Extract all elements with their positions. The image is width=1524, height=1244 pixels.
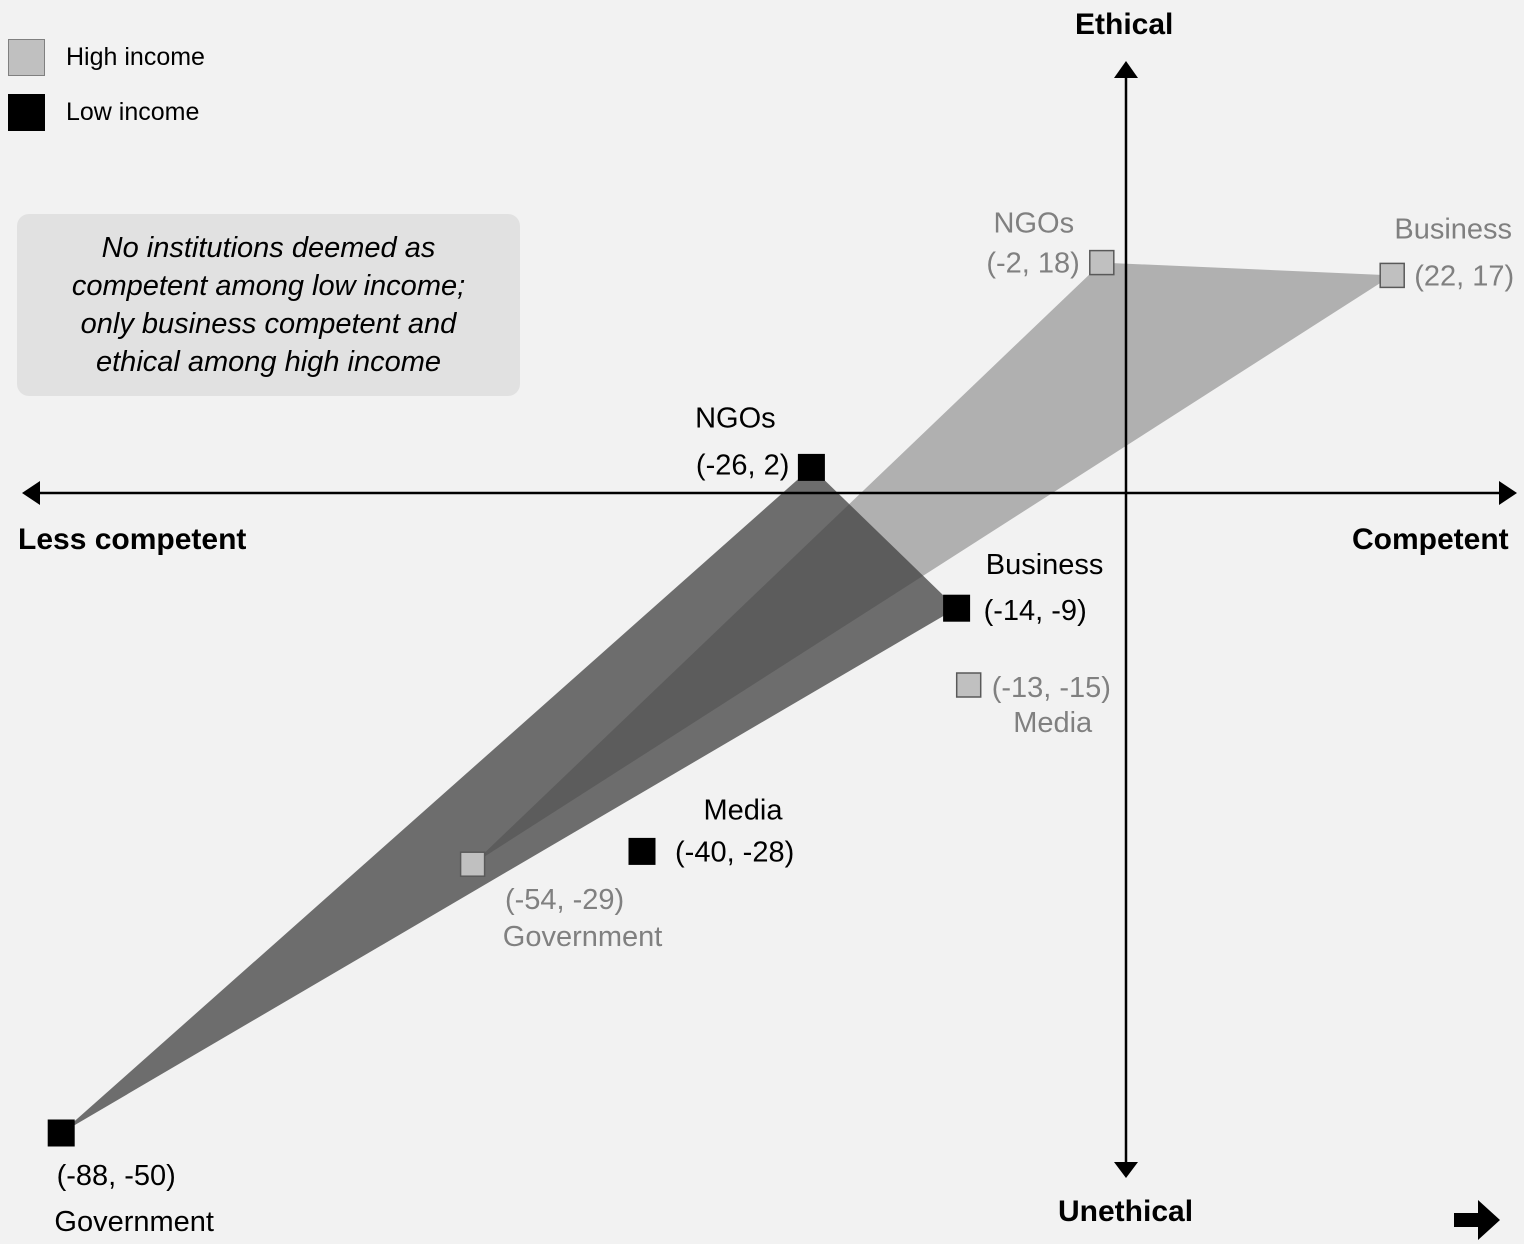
legend-label-high-income: High income (66, 43, 205, 71)
point-name-low-government: Government (54, 1206, 214, 1238)
marker-low-government (47, 1119, 75, 1147)
point-name-low-ngos: NGOs (695, 402, 776, 434)
marker-low-ngos (797, 453, 825, 481)
point-coord-low-media: (-40, -28) (675, 836, 794, 868)
point-name-high-government: Government (503, 921, 663, 953)
y-axis-bottom-arrow (1114, 1162, 1138, 1178)
point-coord-low-business: (-14, -9) (984, 595, 1087, 627)
axis-title-competent: Competent (1352, 523, 1509, 556)
point-coord-high-ngos: (-2, 18) (986, 248, 1079, 280)
marker-low-media (628, 837, 656, 865)
data-markers (47, 249, 1405, 1147)
point-coord-low-ngos: (-26, 2) (696, 449, 789, 481)
axis-title-ethical: Ethical (1075, 8, 1174, 41)
x-axis-left-arrow (22, 481, 40, 505)
bent-arrow-icon (1454, 1200, 1500, 1240)
point-name-high-ngos: NGOs (994, 208, 1075, 240)
point-coord-high-government: (-54, -29) (505, 884, 624, 916)
income-polygons (61, 262, 1393, 1133)
axis-title-less-competent: Less competent (18, 523, 247, 556)
point-coord-high-media: (-13, -15) (992, 672, 1111, 704)
legend-label-low-income: Low income (66, 98, 200, 126)
y-axis-top-arrow (1114, 61, 1138, 78)
point-name-high-media: Media (1013, 707, 1093, 739)
point-coord-high-business: (22, 17) (1414, 260, 1514, 292)
point-name-high-business: Business (1394, 213, 1512, 245)
marker-high-business (1379, 262, 1405, 289)
legend-item-low-income: Low income (8, 94, 199, 131)
marker-high-ngos (1089, 249, 1115, 276)
polygon-low-income (61, 467, 957, 1133)
marker-high-media (955, 672, 982, 698)
point-name-low-business: Business (986, 549, 1104, 581)
marker-low-business (943, 594, 971, 622)
point-labels: NGOs(-2, 18)Business(22, 17)Media(-13, -… (54, 208, 1514, 1238)
legend-swatch-low-income (8, 94, 45, 131)
annotation-box: No institutions deemed as competent amon… (17, 214, 520, 396)
x-axis-right-arrow (1499, 481, 1517, 505)
point-name-low-media: Media (704, 794, 784, 826)
point-coord-low-government: (-88, -50) (57, 1160, 176, 1192)
marker-high-government (459, 851, 486, 877)
legend-swatch-high-income (8, 39, 45, 76)
quadrant-axes (22, 61, 1517, 1178)
axis-title-unethical: Unethical (1058, 1195, 1194, 1228)
legend-item-high-income: High income (8, 39, 205, 76)
